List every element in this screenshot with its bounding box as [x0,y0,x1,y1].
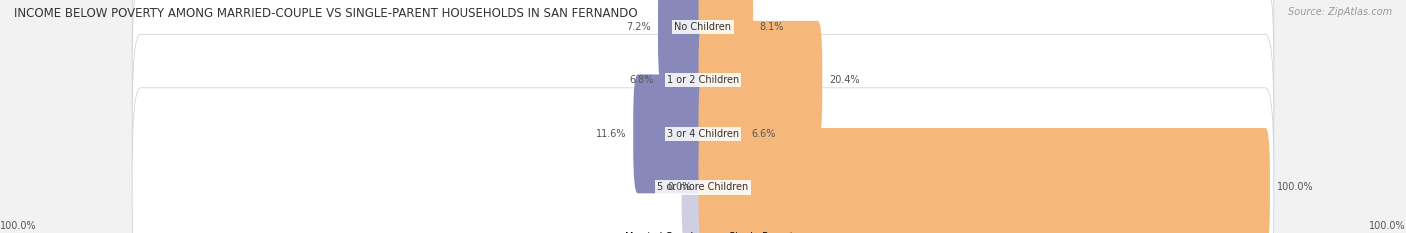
Text: 6.6%: 6.6% [751,129,776,139]
FancyBboxPatch shape [132,0,1274,180]
FancyBboxPatch shape [132,0,1274,127]
Text: 6.8%: 6.8% [628,75,654,85]
Text: 100.0%: 100.0% [1277,182,1313,192]
FancyBboxPatch shape [658,0,707,86]
Text: 8.1%: 8.1% [759,22,785,32]
Text: Source: ZipAtlas.com: Source: ZipAtlas.com [1288,7,1392,17]
Text: No Children: No Children [675,22,731,32]
FancyBboxPatch shape [699,0,754,86]
Text: 11.6%: 11.6% [596,129,627,139]
Text: 7.2%: 7.2% [627,22,651,32]
Text: 100.0%: 100.0% [1369,221,1406,231]
Text: 1 or 2 Children: 1 or 2 Children [666,75,740,85]
Text: 3 or 4 Children: 3 or 4 Children [666,129,740,139]
Text: 100.0%: 100.0% [0,221,37,231]
FancyBboxPatch shape [699,21,823,140]
Text: INCOME BELOW POVERTY AMONG MARRIED-COUPLE VS SINGLE-PARENT HOUSEHOLDS IN SAN FER: INCOME BELOW POVERTY AMONG MARRIED-COUPL… [14,7,638,20]
FancyBboxPatch shape [132,88,1274,233]
Text: 0.0%: 0.0% [668,182,692,192]
Text: 20.4%: 20.4% [830,75,859,85]
Legend: Married Couples, Single Parents: Married Couples, Single Parents [607,232,799,233]
FancyBboxPatch shape [699,75,745,193]
FancyBboxPatch shape [682,128,707,233]
FancyBboxPatch shape [633,75,707,193]
FancyBboxPatch shape [132,34,1274,233]
Text: 5 or more Children: 5 or more Children [658,182,748,192]
FancyBboxPatch shape [661,21,707,140]
FancyBboxPatch shape [699,128,1270,233]
